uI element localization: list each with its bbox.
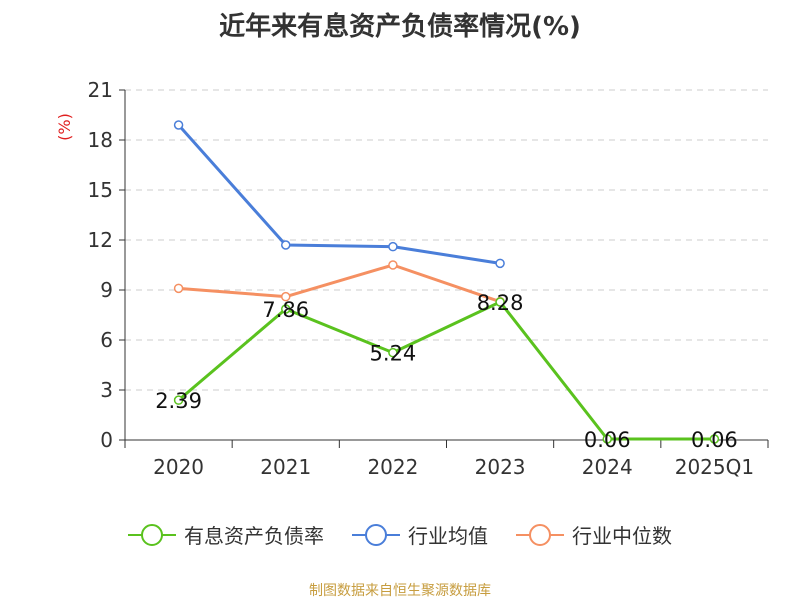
series-2-point [388, 260, 398, 270]
legend-item[interactable]: 有息资产负债率 [128, 520, 324, 549]
series-2-point [173, 283, 184, 294]
legend-marker [516, 523, 564, 547]
series-2-point [281, 291, 291, 302]
legend-marker [128, 523, 176, 547]
x-tick-label: 2022 [367, 455, 418, 479]
legend-item[interactable]: 行业中位数 [516, 520, 672, 549]
series-line-2 [178, 263, 501, 304]
series-0-point [388, 347, 398, 358]
series-0-point [281, 304, 291, 314]
x-tick-label: 2025Q1 [675, 455, 754, 479]
legend-label: 行业均值 [408, 524, 488, 548]
series-0-point [709, 434, 720, 444]
x-tick-label: 2020 [153, 455, 204, 479]
x-tick-label: 2024 [582, 455, 633, 479]
series-1-point [388, 241, 398, 252]
series-0-point [495, 297, 505, 307]
data-label: 2.39 [155, 389, 202, 413]
series-line-0 [177, 300, 715, 441]
data-label: 0.06 [691, 428, 738, 452]
chart-title: 近年来有息资产负债率情况(%) [219, 12, 581, 42]
series-1-point [281, 240, 291, 250]
x-tick-label: 2023 [475, 455, 526, 479]
legend: 有息资产负债率 行业均值 行业中位数 [0, 520, 800, 549]
series-line-1 [177, 124, 501, 265]
legend-item[interactable]: 行业均值 [352, 520, 488, 549]
source-footer: 制图数据来自恒生聚源数据库 [309, 583, 491, 599]
legend-label: 行业中位数 [572, 524, 672, 548]
y-tick-label: 15 [88, 178, 113, 202]
series-0-point [602, 434, 612, 444]
data-label: 0.06 [584, 428, 631, 452]
x-tick-label: 2021 [260, 455, 311, 479]
series-0-point [173, 395, 184, 405]
data-label: 5.24 [370, 342, 417, 366]
y-tick-label: 18 [88, 128, 113, 152]
series-1-point [173, 120, 184, 130]
data-label: 7.86 [262, 298, 309, 322]
series-1-point [495, 258, 505, 269]
legend-marker [352, 523, 400, 547]
y-tick-label: 0 [100, 428, 113, 452]
data-label: 8.28 [477, 291, 524, 315]
y-tick-label: 3 [100, 378, 113, 402]
legend-label: 有息资产负债率 [184, 524, 324, 548]
y-tick-label: 9 [100, 278, 113, 302]
series-layer [173, 120, 720, 444]
grid-lines [125, 89, 768, 391]
axes: 0 3 6 9 12 15 18 21 2020 2021 2022 2023 2024 2025Q1 (%… [55, 78, 769, 479]
y-axis-unit: (%) [55, 113, 74, 141]
y-tick-label: 6 [100, 328, 113, 352]
y-tick-label: 21 [88, 78, 113, 102]
y-tick-label: 12 [88, 228, 113, 252]
data-labels-layer: 2.39 7.86 5.24 8.28 0.06 0.06 [155, 291, 738, 452]
